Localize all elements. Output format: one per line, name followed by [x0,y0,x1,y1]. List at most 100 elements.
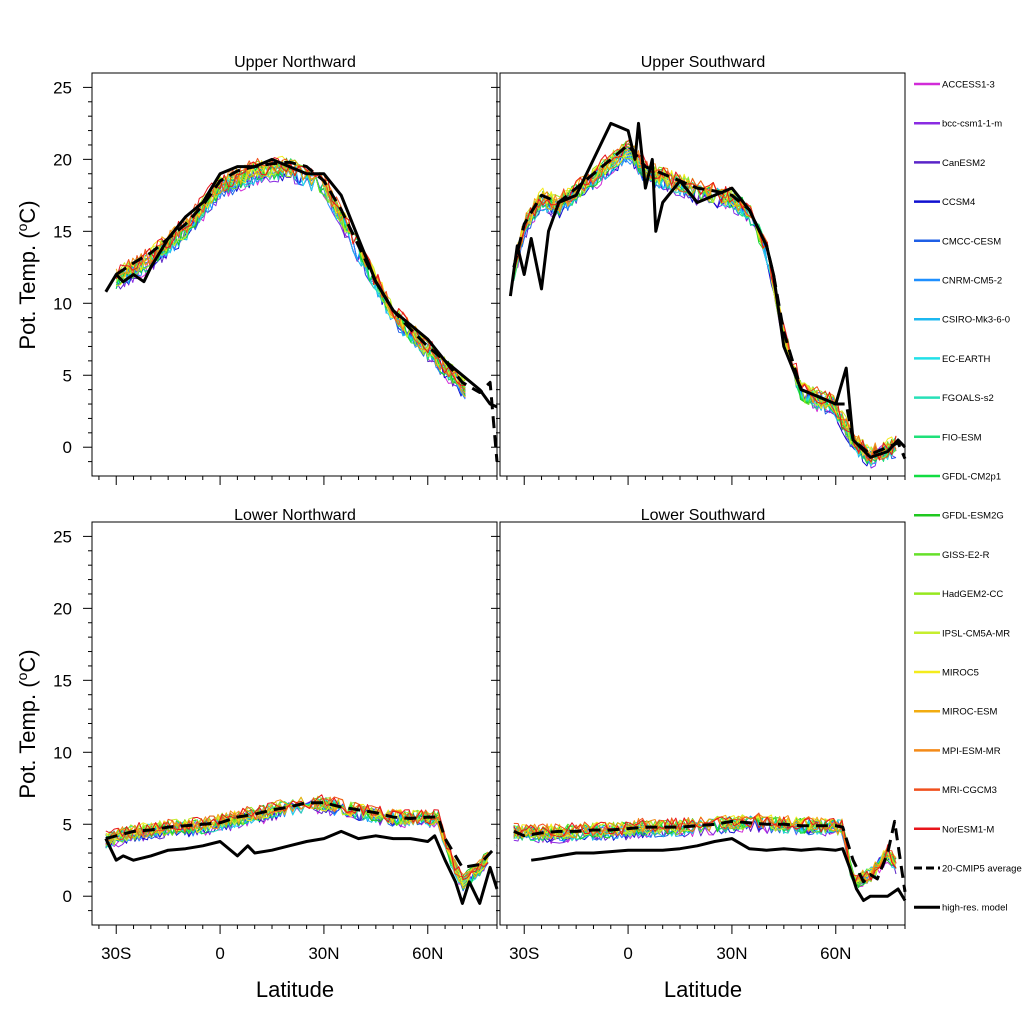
y-tick-label: 10 [53,294,72,313]
ensemble-member-line [115,157,466,386]
legend-item: FIO-ESM [914,432,982,443]
ensemble-member-line [115,159,466,392]
ensemble-member-line [115,164,466,396]
y-tick-label: 5 [63,815,72,834]
cmip5-average-line [513,819,907,893]
legend-item: FGOALS-s2 [914,393,994,404]
legend: ACCESS1-3 bcc-csm1-1-m CanESM2 CCSM4 CMCC-CE… [914,80,1022,914]
legend-item: NorESM1-M [914,824,994,835]
x-tick-label: 30N [716,944,747,963]
legend-label: ACCESS1-3 [942,80,995,91]
legend-label: CanESM2 [942,158,985,169]
ensemble-member-line [115,166,466,399]
legend-label: EC-EARTH [942,354,991,365]
panel-lower-southward: Lower Southward 30S 0 30N 60N [491,507,907,963]
panel-title: Lower Northward [234,507,356,524]
y-tick-label: 0 [63,438,72,457]
legend-label: MPI-ESM-MR [942,746,1001,757]
ensemble-member-line [115,159,466,393]
cmip5-average-line [105,801,499,869]
legend-item: EC-EARTH [914,354,991,365]
y-tick-label: 25 [53,527,72,546]
legend-label: IPSL-CM5A-MR [942,628,1010,639]
y-tick-label: 20 [53,150,72,169]
panel-title: Upper Southward [641,54,766,71]
ensemble-member-line [115,162,466,395]
legend-label: bcc-csm1-1-m [942,119,1002,130]
ensemble-member-line [116,155,466,384]
ensemble-member-line [115,164,466,385]
legend-label: NorESM1-M [942,824,994,835]
x-tick-label: 0 [623,944,632,963]
ensemble-member-line [115,164,466,391]
legend-label: 20-CMIP5 average [942,864,1022,875]
ensemble-member-line [115,162,466,395]
legend-label: GFDL-CM2p1 [942,472,1001,483]
y-tick-label: 10 [53,743,72,762]
plot-frame [91,521,498,926]
y-tick-label: 15 [53,222,72,241]
panel-title: Upper Northward [234,54,356,71]
legend-label: FIO-ESM [942,432,982,443]
ensemble-member-line [105,799,489,884]
legend-item: GFDL-ESM2G [914,511,1004,522]
legend-label: HadGEM2-CC [942,589,1003,600]
legend-item: 20-CMIP5 average [914,864,1022,875]
high-res-model-line [104,829,499,905]
x-axis-label-right: Latitude [664,977,742,1002]
legend-label: GISS-E2-R [942,550,990,561]
legend-label: CSIRO-Mk3-6-0 [942,315,1010,326]
x-tick-label: 60N [412,944,443,963]
y-axis-label-top: Pot. Temp. (oC) [14,200,40,349]
y-tick-label: 5 [63,366,72,385]
ensemble-member-line [115,158,466,398]
ensemble-member-line [513,138,897,463]
x-tick-label: 30S [101,944,131,963]
plot-frame [499,72,906,477]
legend-label: high-res. model [942,903,1007,914]
legend-label: MIROC5 [942,668,979,679]
legend-item: CCSM4 [914,197,975,208]
legend-item: GISS-E2-R [914,550,990,561]
legend-item: MRI-CGCM3 [914,785,997,796]
legend-item: high-res. model [914,903,1007,914]
legend-label: GFDL-ESM2G [942,511,1004,522]
y-tick-label: 25 [53,78,72,97]
y-tick-label: 0 [63,887,72,906]
plot-frame [91,72,498,477]
legend-item: bcc-csm1-1-m [914,119,1002,130]
y-tick-label: 20 [53,599,72,618]
legend-item: IPSL-CM5A-MR [914,628,1010,639]
ensemble-member-line [105,796,489,876]
x-tick-label: 0 [215,944,224,963]
ensemble-member-line [115,157,466,383]
legend-label: MRI-CGCM3 [942,785,997,796]
legend-item: CMCC-CESM [914,236,1001,247]
legend-label: CCSM4 [942,197,975,208]
legend-label: CNRM-CM5-2 [942,276,1002,287]
legend-item: HadGEM2-CC [914,589,1003,600]
ensemble-member-line [115,159,466,389]
legend-item: CSIRO-Mk3-6-0 [914,315,1010,326]
high-res-model-line [508,121,907,459]
panel-lower-northward: Lower Northward 0 5 10 15 20 25 30S 0 30N 60N [53,507,499,963]
legend-item: ACCESS1-3 [914,80,995,91]
legend-item: CanESM2 [914,158,985,169]
high-res-model-line [530,837,907,902]
ensemble-member-line [115,159,466,394]
x-tick-label: 30S [509,944,539,963]
legend-label: CMCC-CESM [942,236,1001,247]
ensemble-member-line [105,798,489,886]
ensemble-member-line [115,160,466,400]
ensemble-member-line [115,158,466,385]
high-res-model-line [104,157,498,409]
legend-item: GFDL-CM2p1 [914,472,1001,483]
ensemble-member-line [105,796,489,878]
ensemble-member-line [513,816,897,884]
x-axis-label-left: Latitude [256,977,334,1002]
legend-item: MIROC5 [914,668,979,679]
ensemble-member-line [115,160,466,389]
legend-item: CNRM-CM5-2 [914,276,1002,287]
y-tick-label: 15 [53,671,72,690]
